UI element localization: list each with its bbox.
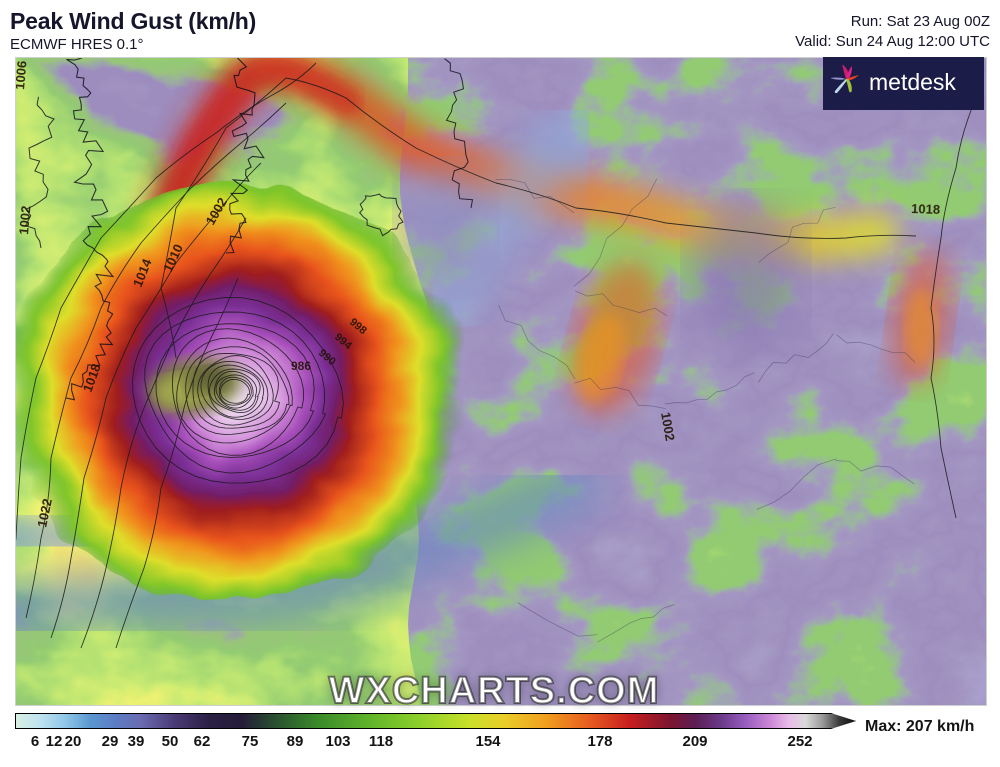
svg-text:1018: 1018 <box>911 201 940 217</box>
svg-text:986: 986 <box>291 359 311 373</box>
svg-text:1002: 1002 <box>16 205 33 235</box>
